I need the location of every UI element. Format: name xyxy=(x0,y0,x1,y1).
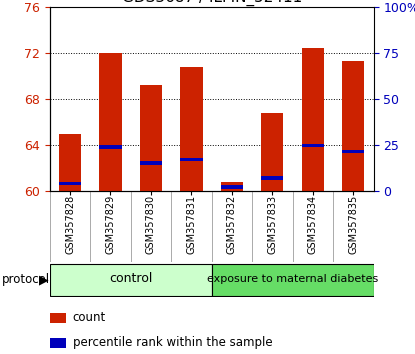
Text: control: control xyxy=(109,273,152,285)
Bar xyxy=(302,48,324,191)
Bar xyxy=(180,158,203,161)
Bar xyxy=(342,61,364,191)
Bar xyxy=(221,182,243,191)
Text: protocol: protocol xyxy=(2,273,50,286)
Bar xyxy=(59,182,81,185)
Text: GSM357833: GSM357833 xyxy=(267,195,277,254)
Text: ▶: ▶ xyxy=(39,273,48,286)
Title: GDS3687 / ILMN_52411: GDS3687 / ILMN_52411 xyxy=(122,0,302,6)
Bar xyxy=(302,144,324,148)
Text: exposure to maternal diabetes: exposure to maternal diabetes xyxy=(207,274,378,284)
Bar xyxy=(50,338,66,348)
Bar xyxy=(221,185,243,189)
FancyBboxPatch shape xyxy=(50,264,212,296)
Text: GSM357830: GSM357830 xyxy=(146,195,156,254)
Text: GSM357835: GSM357835 xyxy=(348,195,358,254)
Bar xyxy=(261,113,283,191)
Bar xyxy=(59,133,81,191)
Bar xyxy=(99,145,122,149)
Text: percentile rank within the sample: percentile rank within the sample xyxy=(73,336,272,349)
Bar xyxy=(342,150,364,153)
Bar xyxy=(261,176,283,179)
Text: GSM357828: GSM357828 xyxy=(65,195,75,254)
Text: count: count xyxy=(73,311,106,324)
Text: GSM357829: GSM357829 xyxy=(105,195,115,254)
Text: GSM357832: GSM357832 xyxy=(227,195,237,254)
FancyBboxPatch shape xyxy=(212,264,374,296)
Bar xyxy=(50,313,66,323)
Bar xyxy=(99,53,122,191)
Bar xyxy=(180,67,203,191)
Bar xyxy=(140,85,162,191)
Text: GSM357831: GSM357831 xyxy=(186,195,196,254)
Bar xyxy=(140,161,162,165)
Text: GSM357834: GSM357834 xyxy=(308,195,318,254)
